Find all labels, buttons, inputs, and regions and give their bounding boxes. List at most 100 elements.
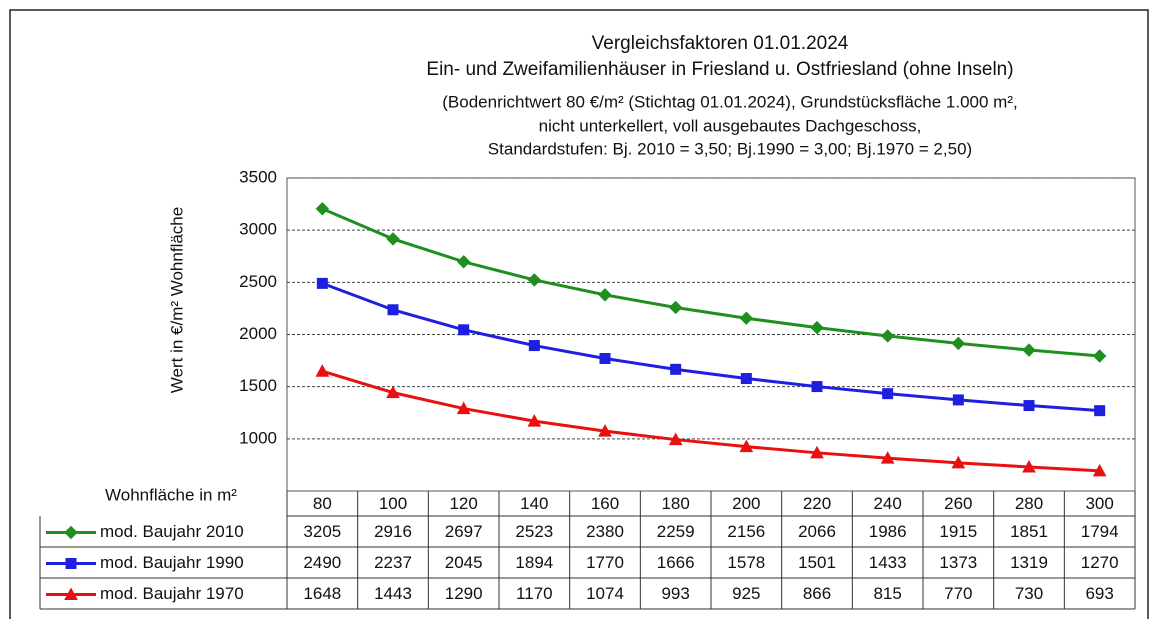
- table-cell: 2380: [586, 522, 624, 541]
- chart-subtitle: Standardstufen: Bj. 2010 = 3,50; Bj.1990…: [488, 139, 972, 158]
- marker: [880, 451, 895, 464]
- marker: [952, 394, 964, 406]
- marker: [739, 311, 754, 325]
- x-tick-label: 100: [379, 494, 407, 513]
- table-cell: 693: [1085, 584, 1113, 603]
- chart-title: Vergleichsfaktoren 01.01.2024: [592, 33, 849, 54]
- marker: [740, 373, 752, 385]
- marker: [1022, 459, 1036, 473]
- marker: [456, 255, 471, 269]
- legend-label: mod. Baujahr 1990: [100, 553, 244, 572]
- x-tick-label: 180: [661, 494, 689, 513]
- table-cell: 1501: [798, 553, 836, 572]
- chart-subtitle: (Bodenrichtwert 80 €/m² (Stichtag 01.01.…: [442, 92, 1017, 111]
- table-cell: 1648: [303, 584, 341, 603]
- series-line: [321, 281, 1100, 413]
- table-cell: 2697: [445, 522, 483, 541]
- table-cell: 1074: [586, 584, 624, 603]
- series-line: [321, 207, 1100, 358]
- table-cell: 925: [732, 584, 760, 603]
- marker: [386, 385, 400, 399]
- marker: [951, 336, 966, 351]
- x-tick-label: 120: [449, 494, 477, 513]
- marker: [598, 424, 612, 437]
- marker: [670, 363, 682, 375]
- table-cell: 815: [873, 584, 901, 603]
- marker: [810, 320, 824, 335]
- marker: [65, 558, 77, 569]
- marker: [880, 329, 895, 343]
- legend-label: mod. Baujahr 1970: [100, 584, 244, 603]
- x-tick-label: 160: [591, 494, 619, 513]
- marker: [598, 288, 612, 302]
- table-cell: 1666: [657, 553, 695, 572]
- marker: [811, 381, 823, 393]
- x-tick-label: 140: [520, 494, 548, 513]
- table-cell: 730: [1015, 584, 1043, 603]
- marker: [527, 273, 542, 287]
- table-cell: 1794: [1081, 522, 1119, 541]
- marker: [951, 455, 966, 469]
- table-cell: 2259: [657, 522, 695, 541]
- table-cell: 1986: [869, 522, 907, 541]
- table-cell: 1915: [939, 522, 977, 541]
- table-cell: 2045: [445, 553, 483, 572]
- table-cell: 2156: [727, 522, 765, 541]
- marker: [386, 232, 400, 246]
- legend-label: mod. Baujahr 2010: [100, 522, 244, 541]
- x-tick-label: 260: [944, 494, 972, 513]
- marker: [315, 202, 330, 216]
- marker: [882, 388, 894, 400]
- y-tick-label: 1500: [239, 376, 277, 395]
- table-cell: 1319: [1010, 553, 1048, 572]
- table-cell: 1443: [374, 584, 412, 603]
- chart-title: Ein- und Zweifamilienhäuser in Friesland…: [426, 59, 1013, 80]
- y-tick-label: 3500: [239, 167, 277, 186]
- marker: [739, 439, 754, 453]
- table-cell: 1894: [515, 553, 553, 572]
- y-tick-label: 2500: [239, 272, 277, 291]
- y-axis-label: Wert in €/m² Wohnfläche: [167, 207, 186, 393]
- series-line: [321, 369, 1100, 473]
- table-cell: 2523: [515, 522, 553, 541]
- table-cell: 2066: [798, 522, 836, 541]
- marker: [1094, 405, 1106, 417]
- marker: [1022, 343, 1036, 357]
- marker: [668, 300, 683, 315]
- table-cell: 770: [944, 584, 972, 603]
- x-tick-label: 300: [1085, 494, 1113, 513]
- marker: [64, 525, 78, 540]
- marker: [1092, 349, 1107, 363]
- table-cell: 866: [803, 584, 831, 603]
- x-tick-label: 240: [873, 494, 901, 513]
- table-cell: 1851: [1010, 522, 1048, 541]
- marker: [387, 304, 399, 316]
- table-cell: 1373: [939, 553, 977, 572]
- marker: [668, 432, 683, 446]
- table-cell: 1290: [445, 584, 483, 603]
- table-cell: 1170: [516, 584, 553, 603]
- marker: [599, 352, 611, 364]
- chart-subtitle: nicht unterkellert, voll ausgebautes Dac…: [539, 116, 922, 135]
- y-tick-label: 3000: [239, 220, 277, 239]
- marker: [456, 401, 471, 415]
- marker: [528, 340, 540, 352]
- x-axis-label: Wohnfläche in m²: [105, 485, 237, 504]
- x-tick-label: 220: [803, 494, 831, 513]
- marker: [316, 277, 328, 289]
- x-tick-label: 280: [1015, 494, 1043, 513]
- table-cell: 2237: [374, 553, 412, 572]
- marker: [315, 364, 330, 377]
- table-cell: 1270: [1081, 553, 1119, 572]
- table-cell: 993: [661, 584, 689, 603]
- x-tick-label: 200: [732, 494, 760, 513]
- table-cell: 1770: [586, 553, 624, 572]
- y-tick-label: 1000: [239, 428, 277, 447]
- marker: [527, 414, 542, 427]
- table-cell: 3205: [303, 522, 341, 541]
- table-cell: 2490: [303, 553, 341, 572]
- x-tick-label: 80: [313, 494, 332, 513]
- table-cell: 1433: [869, 553, 907, 572]
- marker: [64, 587, 78, 600]
